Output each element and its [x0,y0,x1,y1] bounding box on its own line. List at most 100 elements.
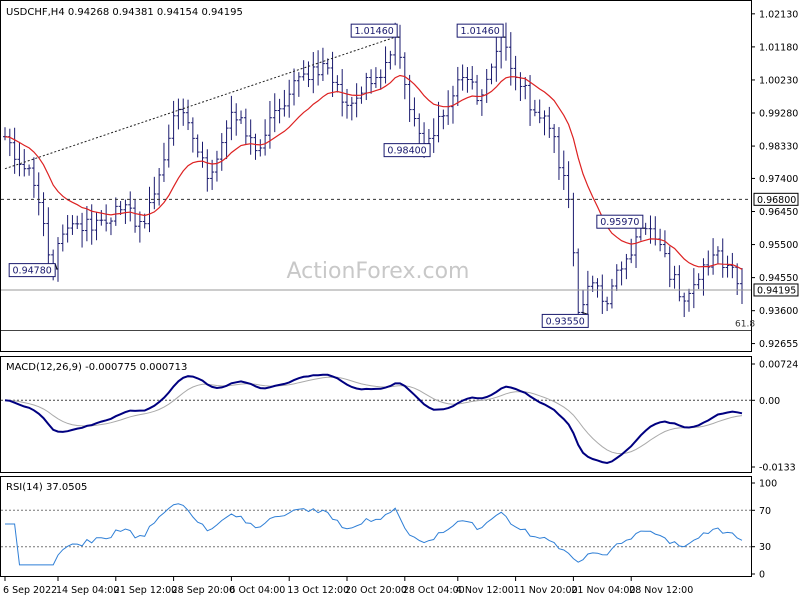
svg-text:1.01460: 1.01460 [461,26,500,37]
rsi-panel-frame [0,476,752,577]
ohlc-bar [325,58,330,75]
ohlc-bar [662,230,667,258]
price-axis: 1.02130 1.01180 1.00230 0.99280 0.98330 0.974… [751,9,799,350]
ohlc-bar [373,67,378,88]
ohlc-bar [614,264,619,291]
ohlc-bar [17,141,22,177]
time-axis-label: 28 Nov 12:00 [629,585,693,596]
ohlc-bar [349,96,354,121]
ohlc-bar [190,117,195,153]
ohlc-bar [248,119,253,155]
ohlc-bar [186,99,191,131]
ohlc-bar [152,176,157,210]
rsi-lines [1,503,751,566]
macd-signal-line [4,376,743,455]
price-axis-label: 1.00230 [759,75,798,86]
ohlc-bar [629,238,634,264]
ohlc-bar [36,172,41,216]
svg-text:0.95970: 0.95970 [600,217,639,228]
ohlc-bar [436,101,441,143]
price-axis-label: 0.97400 [759,174,798,185]
ohlc-bar [253,133,258,160]
trendline [4,36,396,170]
rsi-axis: 100 70 30 0 [751,479,777,581]
ohlc-bar [181,98,186,126]
macd-lines [1,373,751,465]
ohlc-bar [133,199,138,233]
time-axis-label: 14 Sep 04:00 [56,585,119,596]
ohlc-bar [417,113,422,146]
ohlc-bar [407,74,412,122]
svg-text:0.98400: 0.98400 [387,146,426,157]
ohlc-bar [369,69,374,94]
ohlc-bar [402,52,407,100]
ohlc-bar [378,69,383,90]
ohlc-bar [210,159,215,190]
ohlc-bar [605,296,610,312]
ohlc-bar [532,99,537,117]
price-axis-label: 0.96450 [759,207,798,218]
ohlc-bar [552,124,557,154]
ohlc-bar [137,211,142,243]
ohlc-bar [123,199,128,224]
ohlc-bar [720,238,725,278]
ohlc-bar [142,213,147,229]
macd-line [4,373,743,465]
ohlc-bar [609,278,614,309]
ohlc-bar [118,201,123,215]
ohlc-bar [585,270,590,318]
ohlc-bar [388,50,393,70]
ohlc-bar [195,134,200,158]
ohlc-bar [219,133,224,171]
ohlc-bar [455,66,460,106]
ohlc-bar [239,110,244,124]
ohlc-bar [320,47,325,82]
ohlc-bar [147,186,152,233]
ohlc-bar [479,89,484,116]
ohlc-bar [494,34,499,82]
ohlc-bar [431,118,436,153]
ohlc-bar [470,66,475,90]
ohlc-bar [171,100,176,146]
price-axis-label: 0.99280 [759,109,798,120]
ohlc-bar [243,108,248,145]
rsi-axis-label: 30 [759,542,771,553]
ohlc-bar [224,120,229,160]
ohlc-bar [672,265,677,289]
ohlc-bar [311,52,316,94]
ohlc-bar [701,258,706,296]
ohlc-bar [691,268,696,309]
ohlc-bar [523,76,528,100]
ohlc-bar [84,206,89,242]
price-axis-label: 0.98330 [759,142,798,153]
time-axis-label: 6 Oct 04:00 [229,585,285,596]
ohlc-bar [301,60,306,81]
macd-axis: 0.00724 0.00 -0.0133 [751,360,798,474]
price-axis-label: 0.92655 [759,339,798,350]
time-axis-label: 28 Sep 20:00 [172,585,235,596]
ohlc-bar [94,212,99,241]
price-annotation: 0.94780 [8,263,58,278]
ohlc-bar [556,127,561,180]
ohlc-bar [113,197,118,226]
current-price-tag: 0.94195 [753,283,799,297]
price-panel-title: USDCHF,H4 0.94268 0.94381 0.94154 0.9419… [6,7,243,18]
ohlc-bar [576,248,581,317]
ohlc-bar [200,141,205,168]
ohlc-bar [475,74,480,105]
ohlc-bar [166,124,171,168]
time-axis-label: 20 Oct 20:00 [345,585,407,596]
ohlc-bar [624,253,629,280]
ohlc-bar [595,278,600,298]
time-axis-label: 21 Sep 12:00 [114,585,177,596]
rsi-axis-label: 100 [759,479,777,490]
ohlc-bar [80,212,85,248]
svg-text:0.96800: 0.96800 [757,195,796,206]
svg-text:0.93550: 0.93550 [546,316,585,327]
ohlc-bar [287,79,292,118]
ohlc-bar [566,161,571,209]
ohlc-bar [277,98,282,124]
ohlc-bar [561,150,566,190]
